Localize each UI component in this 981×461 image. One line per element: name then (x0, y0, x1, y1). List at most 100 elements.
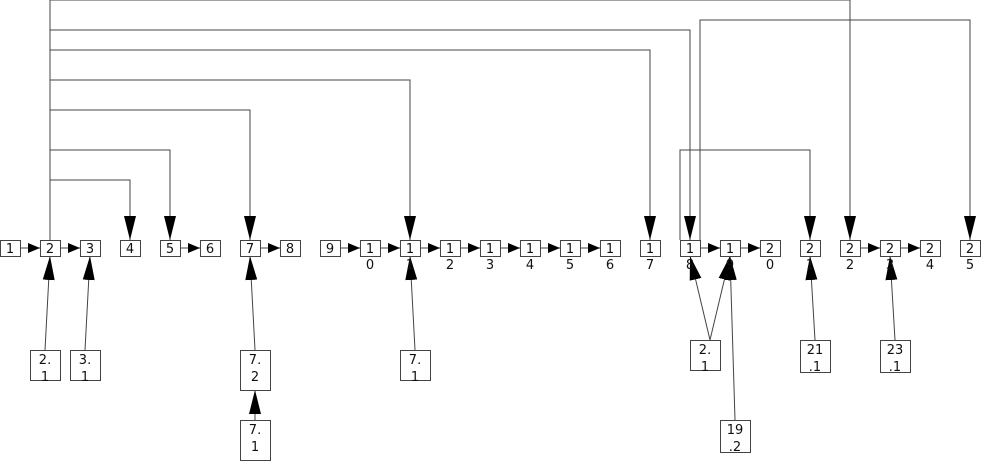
edge-2-4 (50, 179, 136, 240)
node-label: 21.1 (807, 343, 824, 375)
node-box (880, 340, 911, 373)
edge-2-18 (50, 29, 696, 240)
node-3[interactable]: 3 (80, 240, 101, 258)
edge-2-5 (50, 149, 176, 240)
node-label: 19.2 (727, 423, 744, 455)
node-label: 9 (326, 242, 334, 257)
node-box (800, 240, 821, 257)
node-label: 7. 1 (249, 423, 261, 455)
node-3-1[interactable]: 3. 1 (70, 350, 101, 386)
node-box (520, 240, 541, 257)
node-label: 3. 1 (79, 353, 91, 385)
node-box (600, 240, 621, 257)
edge-23-1-23 (885, 255, 898, 341)
node-23-1[interactable]: 23.1 (880, 340, 911, 376)
node-box (80, 240, 101, 257)
node-box (880, 240, 901, 257)
edge-7-2-7 (245, 255, 258, 351)
node-label: 4 (126, 242, 134, 257)
node-5[interactable]: 5 (160, 240, 181, 258)
node-1[interactable]: 1 (0, 240, 21, 258)
edge-2-7 (50, 109, 256, 240)
node-box (280, 240, 301, 257)
edge-2-22 (50, 0, 856, 240)
edge-7-1b-11 (405, 255, 418, 351)
node-9[interactable]: 9 (320, 240, 341, 258)
node-label: 7. 2 (249, 353, 261, 385)
edge-18-25 (699, 19, 976, 256)
node-8[interactable]: 8 (280, 240, 301, 258)
edge-2-1a-2 (42, 255, 55, 351)
edges-layer (20, 0, 976, 421)
node-box (480, 240, 501, 257)
edge-2-1b-18 (689, 255, 711, 341)
node-box (680, 240, 701, 257)
node-box (840, 240, 861, 257)
node-label: 23.1 (887, 343, 904, 375)
node-label: 3 (86, 242, 94, 257)
node-2-1b[interactable]: 2. 1 (690, 340, 721, 376)
node-label: 2. 1 (39, 353, 51, 385)
node-box (760, 240, 781, 257)
edge-18-21 (679, 149, 816, 240)
node-box (400, 240, 421, 257)
node-7-1b[interactable]: 7. 1 (400, 350, 431, 386)
nodes-layer: 1 2 3 4 5 6 7 8 9 1 01 11 21 31 41 51 61 71 81 92 02 12 22 32 42… (0, 240, 981, 461)
node-label: 7 (246, 242, 254, 257)
edge-3-1-3 (82, 255, 95, 351)
node-box (690, 340, 721, 371)
node-label: 6 (206, 242, 214, 257)
node-2[interactable]: 2 (40, 240, 61, 258)
node-box (0, 240, 21, 257)
node-box (320, 240, 341, 257)
node-box (440, 240, 461, 257)
node-box (360, 240, 381, 257)
node-box (120, 240, 141, 257)
node-7-1a[interactable]: 7. 1 (240, 420, 271, 461)
node-2-1a[interactable]: 2. 1 (30, 350, 61, 386)
edge-2-17 (50, 49, 656, 240)
node-box (160, 240, 181, 257)
node-7-2[interactable]: 7. 2 (240, 350, 271, 391)
node-box (720, 240, 741, 257)
node-box (400, 350, 431, 381)
edge-19-2-19 (724, 255, 737, 421)
node-box (240, 240, 261, 257)
node-7[interactable]: 7 (240, 240, 261, 258)
node-19-2[interactable]: 19.2 (720, 420, 751, 456)
node-label: 1 (6, 242, 14, 257)
node-box (200, 240, 221, 257)
node-box (70, 350, 101, 381)
node-21-1[interactable]: 21.1 (800, 340, 831, 376)
node-6[interactable]: 6 (200, 240, 221, 258)
node-4[interactable]: 4 (120, 240, 141, 258)
